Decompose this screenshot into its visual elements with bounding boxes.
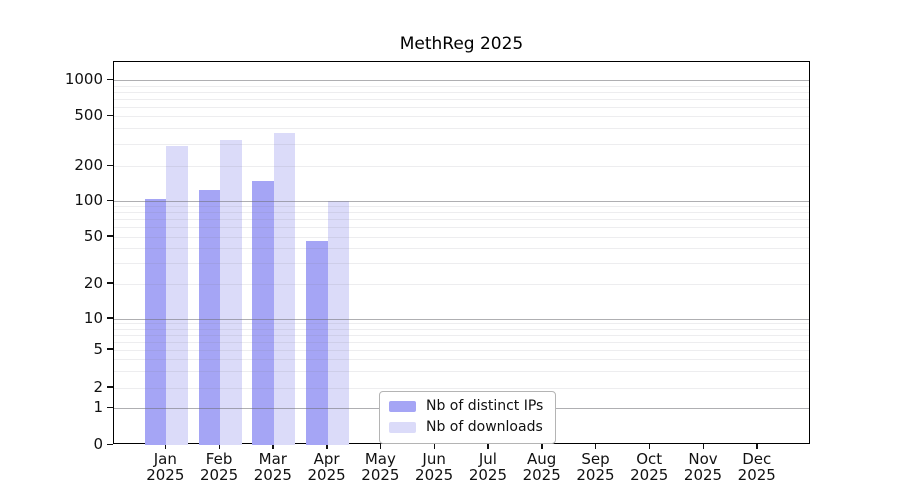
minor-gridline (114, 323, 809, 325)
y-tick-mark (107, 282, 113, 284)
y-tick-label: 50 (83, 226, 103, 245)
x-tick-label-may: May 2025 (361, 450, 400, 484)
x-tick-mark (648, 444, 651, 449)
x-tick-label-nov: Nov 2025 (683, 450, 723, 484)
minor-gridline (114, 236, 809, 238)
minor-gridline (114, 283, 809, 285)
minor-gridline (114, 262, 809, 264)
y-tick-mark (107, 348, 113, 350)
minor-gridline (114, 206, 809, 208)
y-tick-mark (107, 443, 113, 445)
y-tick-mark (107, 114, 113, 117)
minor-gridline (114, 166, 809, 167)
y-tick-mark (107, 317, 113, 319)
bar-distinct-ips-feb (198, 190, 221, 445)
minor-gridline (114, 387, 809, 389)
chart-title: MethReg 2025 (399, 34, 524, 54)
minor-gridline (114, 341, 809, 343)
minor-gridline (114, 358, 809, 360)
x-tick-mark (379, 444, 382, 449)
legend-swatch-downloads-icon (389, 422, 416, 433)
x-tick-label-aug: Aug 2025 (522, 450, 561, 484)
minor-gridline (114, 219, 809, 221)
bar-distinct-ips-apr (306, 240, 328, 445)
y-tick-mark (107, 164, 113, 166)
x-tick-mark (702, 444, 704, 449)
legend-label-downloads: Nb of downloads (426, 419, 543, 435)
minor-gridline (114, 349, 809, 351)
minor-gridline (114, 85, 809, 87)
y-tick-label: 5 (93, 339, 103, 358)
x-tick-mark (272, 444, 274, 449)
minor-gridline (114, 144, 809, 145)
minor-gridline (114, 116, 809, 118)
y-tick-label: 20 (83, 273, 103, 292)
plot-area (113, 61, 810, 445)
y-tick-mark (107, 406, 113, 409)
x-tick-label-jul: Jul 2025 (468, 450, 507, 484)
minor-gridline (114, 98, 809, 100)
y-tick-mark (107, 78, 113, 81)
minor-gridline (114, 227, 809, 229)
y-tick-label: 1000 (64, 70, 103, 89)
legend-label-distinct-ips: Nb of distinct IPs (426, 398, 544, 414)
minor-gridline (114, 334, 809, 336)
x-tick-mark (756, 444, 758, 449)
y-tick-label: 10 (83, 308, 103, 327)
x-tick-mark (594, 444, 597, 449)
y-tick-mark (107, 235, 113, 237)
bar-downloads-feb (220, 139, 242, 445)
minor-gridline (114, 212, 809, 214)
x-tick-label-feb: Feb 2025 (199, 450, 239, 484)
minor-gridline (114, 128, 809, 130)
minor-gridline (114, 91, 809, 93)
x-tick-mark (326, 444, 328, 449)
major-gridline (114, 318, 809, 320)
legend-item-distinct-ips: Nb of distinct IPs (389, 398, 543, 415)
x-tick-label-jan: Jan 2025 (146, 450, 185, 484)
x-tick-label-apr: Apr 2025 (307, 450, 346, 484)
bar-distinct-ips-jan (144, 198, 167, 445)
legend: Nb of distinct IPs Nb of downloads (379, 391, 557, 444)
y-tick-mark (107, 199, 113, 201)
minor-gridline (114, 328, 809, 330)
major-gridline (114, 80, 809, 82)
x-tick-mark (164, 444, 167, 449)
bar-downloads-jan (166, 145, 188, 445)
x-tick-mark (487, 444, 489, 449)
x-tick-label-oct: Oct 2025 (630, 450, 669, 484)
x-tick-label-mar: Mar 2025 (253, 450, 292, 484)
x-tick-label-jun: Jun 2025 (415, 450, 454, 484)
y-tick-label: 1 (93, 398, 103, 417)
major-gridline (114, 201, 809, 202)
bar-distinct-ips-mar (252, 181, 274, 445)
y-tick-label: 2 (93, 377, 103, 396)
legend-item-downloads: Nb of downloads (389, 419, 543, 436)
x-tick-mark (218, 444, 221, 449)
y-tick-label: 200 (74, 156, 103, 174)
minor-gridline (114, 370, 809, 372)
bar-downloads-apr (327, 201, 350, 445)
minor-gridline (114, 248, 809, 250)
minor-gridline (114, 106, 809, 108)
y-tick-label: 0 (93, 435, 103, 453)
x-tick-mark (433, 444, 436, 449)
x-tick-mark (541, 444, 543, 449)
x-tick-label-dec: Dec 2025 (737, 450, 776, 484)
y-tick-label: 100 (74, 191, 103, 209)
y-tick-label: 500 (74, 106, 103, 125)
x-tick-label-sep: Sep 2025 (576, 450, 615, 484)
legend-swatch-distinct-ips-icon (389, 401, 416, 412)
y-tick-mark (107, 386, 113, 388)
bar-downloads-mar (273, 132, 296, 445)
